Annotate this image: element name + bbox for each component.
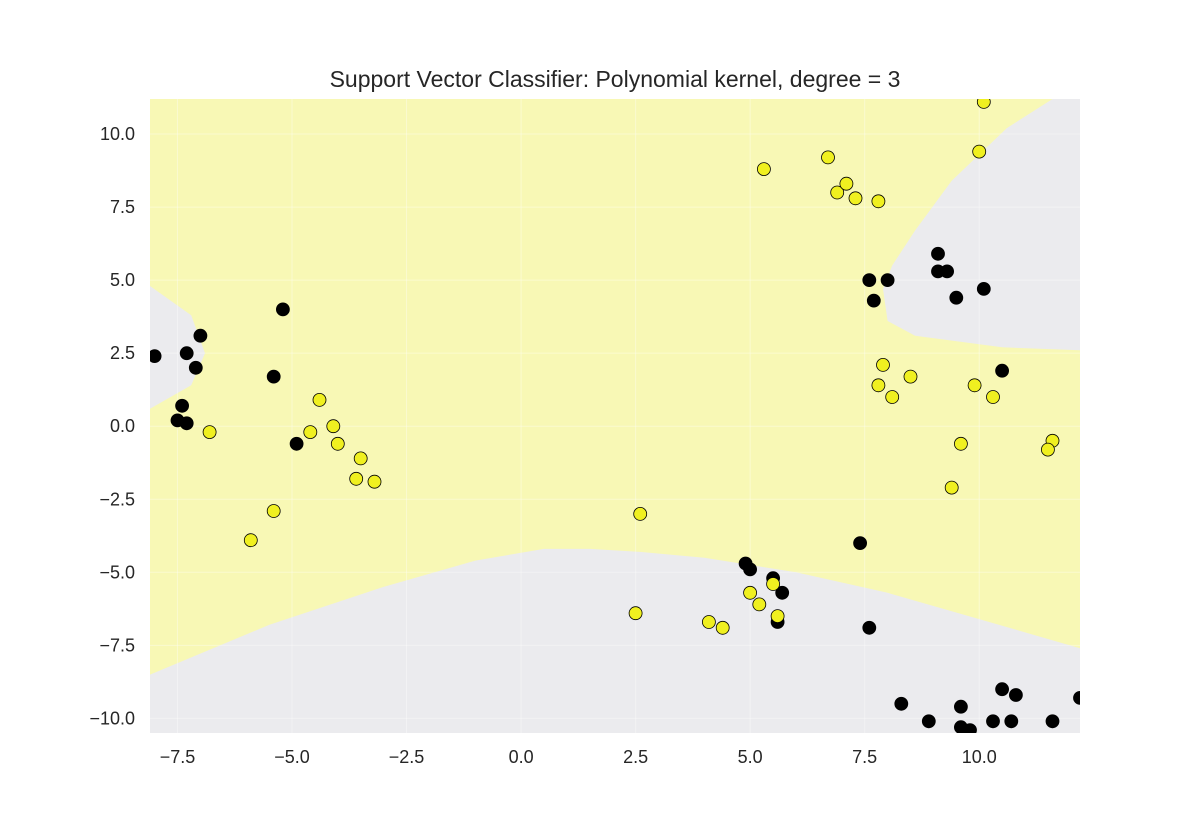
point-yellow (976, 99, 991, 109)
x-tick-label: 5.0 (738, 747, 763, 767)
point-yellow (715, 620, 730, 635)
y-tick-label: −2.5 (99, 489, 135, 509)
y-tick-label: 2.5 (110, 343, 135, 363)
point-yellow (1041, 442, 1055, 457)
point-black (894, 696, 909, 711)
point-black (193, 328, 208, 343)
point-black (289, 436, 304, 451)
point-yellow (330, 436, 345, 451)
point-black (179, 346, 194, 361)
point-black (175, 398, 190, 413)
point-black (266, 369, 281, 384)
point-yellow (848, 191, 863, 206)
point-black (866, 293, 881, 308)
y-axis: 10.0 7.5 5.0 2.5 0.0 −2.5 −5.0 −7.5 −10.0 (89, 124, 135, 728)
points-yellow (202, 99, 1060, 635)
point-yellow (830, 185, 845, 200)
x-tick-label: 7.5 (852, 747, 877, 767)
x-tick-label: −2.5 (389, 747, 425, 767)
point-yellow (743, 585, 757, 600)
point-yellow (944, 480, 959, 495)
point-yellow (353, 451, 368, 466)
point-yellow (628, 606, 643, 621)
y-tick-label: 0.0 (110, 416, 135, 436)
point-black (995, 682, 1009, 697)
point-yellow (954, 436, 968, 451)
point-black (188, 360, 203, 375)
point-yellow (876, 357, 890, 372)
x-tick-label: 2.5 (623, 747, 648, 767)
point-yellow (871, 194, 886, 209)
point-yellow (967, 378, 982, 393)
point-black (743, 562, 757, 577)
y-tick-label: 7.5 (110, 197, 135, 217)
point-black (963, 723, 977, 733)
top-right-gray-region (883, 99, 1080, 351)
point-yellow (821, 150, 835, 165)
point-black (954, 699, 968, 714)
x-tick-label: −5.0 (274, 747, 310, 767)
point-yellow (349, 471, 364, 486)
point-black (862, 620, 877, 635)
gray-decision-regions (150, 99, 1080, 733)
point-yellow (986, 390, 1000, 404)
point-yellow (702, 615, 716, 629)
point-yellow (752, 597, 767, 612)
point-black (986, 714, 1000, 729)
y-tick-label: −5.0 (99, 562, 135, 582)
point-black (931, 246, 945, 261)
point-yellow (266, 504, 281, 518)
point-yellow (312, 392, 327, 407)
point-black (179, 416, 194, 431)
point-black (275, 302, 290, 317)
point-yellow (903, 369, 918, 384)
point-yellow (303, 425, 318, 440)
point-yellow (871, 378, 886, 393)
point-black (1004, 714, 1019, 729)
bottom-gray-region (150, 548, 1080, 733)
point-black (1009, 688, 1023, 702)
left-gray-region (150, 286, 205, 409)
point-black (775, 585, 790, 600)
points-black (150, 246, 1080, 733)
x-axis: −7.5 −5.0 −2.5 0.0 2.5 5.0 7.5 10.0 (160, 747, 997, 767)
point-black (995, 363, 1009, 378)
y-tick-label: −10.0 (89, 708, 135, 728)
point-yellow (972, 144, 987, 159)
point-black (880, 273, 895, 288)
point-black (853, 536, 867, 550)
y-tick-label: 5.0 (110, 270, 135, 290)
y-tick-label: 10.0 (100, 124, 135, 144)
x-tick-label: 0.0 (509, 747, 534, 767)
point-yellow (757, 162, 771, 177)
y-tick-label: −7.5 (99, 635, 135, 655)
point-black (949, 290, 964, 305)
point-black (1073, 691, 1080, 705)
chart-title: Support Vector Classifier: Polynomial ke… (330, 66, 901, 92)
point-black (976, 281, 991, 296)
point-yellow (326, 419, 341, 434)
plot-area (150, 99, 1080, 733)
x-tick-label: −7.5 (160, 747, 196, 767)
point-yellow (202, 425, 217, 440)
point-yellow (885, 390, 900, 404)
point-black (1045, 714, 1060, 729)
point-yellow (839, 176, 854, 191)
point-yellow (633, 507, 648, 521)
point-black (862, 273, 877, 288)
point-yellow (770, 609, 785, 623)
point-yellow (766, 577, 780, 591)
point-black (150, 349, 162, 363)
point-black (921, 714, 936, 729)
point-yellow (367, 474, 382, 489)
point-black (940, 264, 954, 279)
point-yellow (243, 533, 258, 548)
x-tick-label: 10.0 (962, 747, 997, 767)
